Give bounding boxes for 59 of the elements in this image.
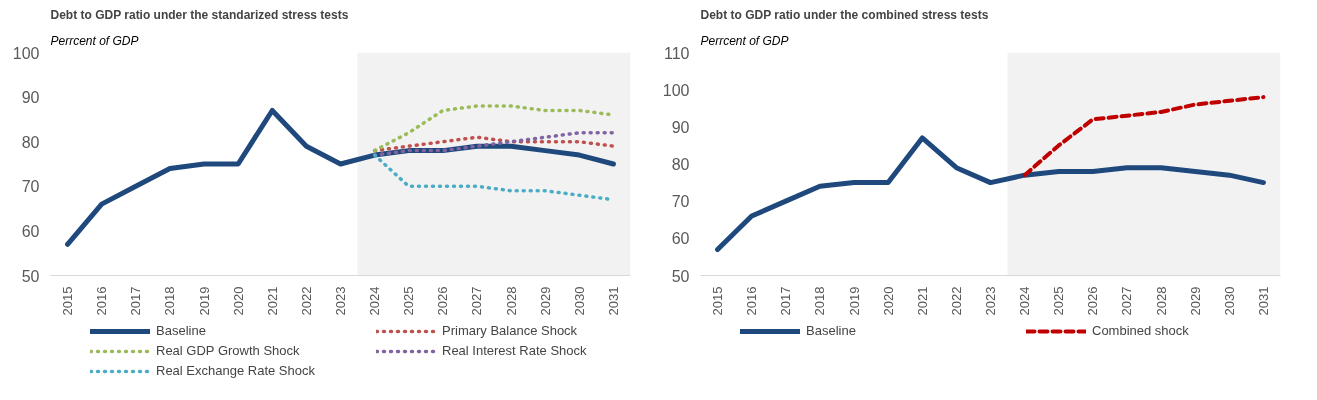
x-tick-label: 2018 (812, 286, 828, 316)
legend-label: Combined shock (1092, 323, 1190, 338)
chart-title: Debt to GDP ratio under the standarized stress tests (50, 7, 349, 22)
chart-title: Debt to GDP ratio under the combined stress tests (700, 7, 989, 22)
x-tick-label: 2031 (1255, 286, 1271, 316)
y-tick-label: 100 (662, 81, 690, 99)
x-tick-label: 2025 (401, 286, 417, 316)
x-tick-label: 2019 (196, 286, 212, 316)
y-tick-label: 80 (21, 133, 40, 151)
x-tick-label: 2015 (60, 286, 76, 316)
chart-subtitle: Perrcent of GDP (50, 33, 139, 48)
y-tick-label: 80 (671, 156, 690, 173)
x-tick-label: 2026 (435, 286, 451, 316)
x-tick-label: 2031 (605, 286, 621, 316)
x-tick-label: 2027 (1119, 286, 1135, 316)
x-tick-label: 2020 (880, 286, 896, 316)
x-tick-label: 2017 (778, 286, 794, 316)
legend-label: Real GDP Growth Shock (156, 343, 301, 358)
x-tick-label: 2023 (983, 286, 998, 316)
x-tick-label: 2016 (94, 286, 110, 316)
x-tick-label: 2019 (846, 286, 862, 316)
x-tick-label: 2021 (264, 286, 280, 316)
x-tick-label: 2018 (162, 286, 178, 316)
x-tick-label: 2025 (1051, 286, 1067, 316)
x-tick-label: 2021 (914, 286, 930, 316)
chart-subtitle: Perrcent of GDP (700, 33, 789, 48)
y-tick-label: 100 (12, 44, 40, 62)
x-tick-label: 2017 (128, 286, 144, 316)
x-tick-label: 2030 (1221, 286, 1237, 316)
y-tick-label: 110 (663, 44, 690, 62)
y-tick-label: 50 (671, 267, 690, 285)
x-tick-label: 2024 (367, 286, 383, 316)
y-tick-label: 70 (21, 178, 40, 196)
legend-label: Real Exchange Rate Shock (156, 363, 316, 378)
x-tick-label: 2030 (571, 286, 587, 316)
y-tick-label: 90 (21, 89, 40, 107)
x-tick-label: 2029 (537, 286, 553, 316)
x-tick-label: 2028 (1153, 286, 1169, 316)
y-tick-label: 70 (671, 193, 690, 211)
y-tick-label: 90 (671, 118, 690, 136)
legend-label: Real Interest Rate Shock (442, 343, 588, 358)
x-tick-label: 2015 (710, 286, 726, 316)
y-tick-label: 50 (21, 267, 40, 285)
y-tick-label: 60 (21, 222, 40, 240)
x-tick-label: 2016 (744, 286, 760, 316)
legend-label: Baseline (156, 323, 207, 338)
x-tick-label: 2022 (948, 286, 964, 316)
x-tick-label: 2024 (1017, 286, 1033, 316)
x-tick-label: 2026 (1085, 286, 1101, 316)
legend-label: Primary Balance Shock (442, 323, 579, 338)
y-tick-label: 60 (671, 230, 690, 248)
x-tick-label: 2027 (469, 286, 485, 316)
x-tick-label: 2023 (333, 286, 348, 316)
line-series (1022, 95, 1266, 178)
x-tick-label: 2020 (230, 286, 246, 316)
x-tick-label: 2022 (298, 286, 314, 316)
x-tick-label: 2029 (1187, 286, 1203, 316)
legend-label: Baseline (806, 323, 857, 338)
x-tick-label: 2028 (503, 286, 519, 316)
